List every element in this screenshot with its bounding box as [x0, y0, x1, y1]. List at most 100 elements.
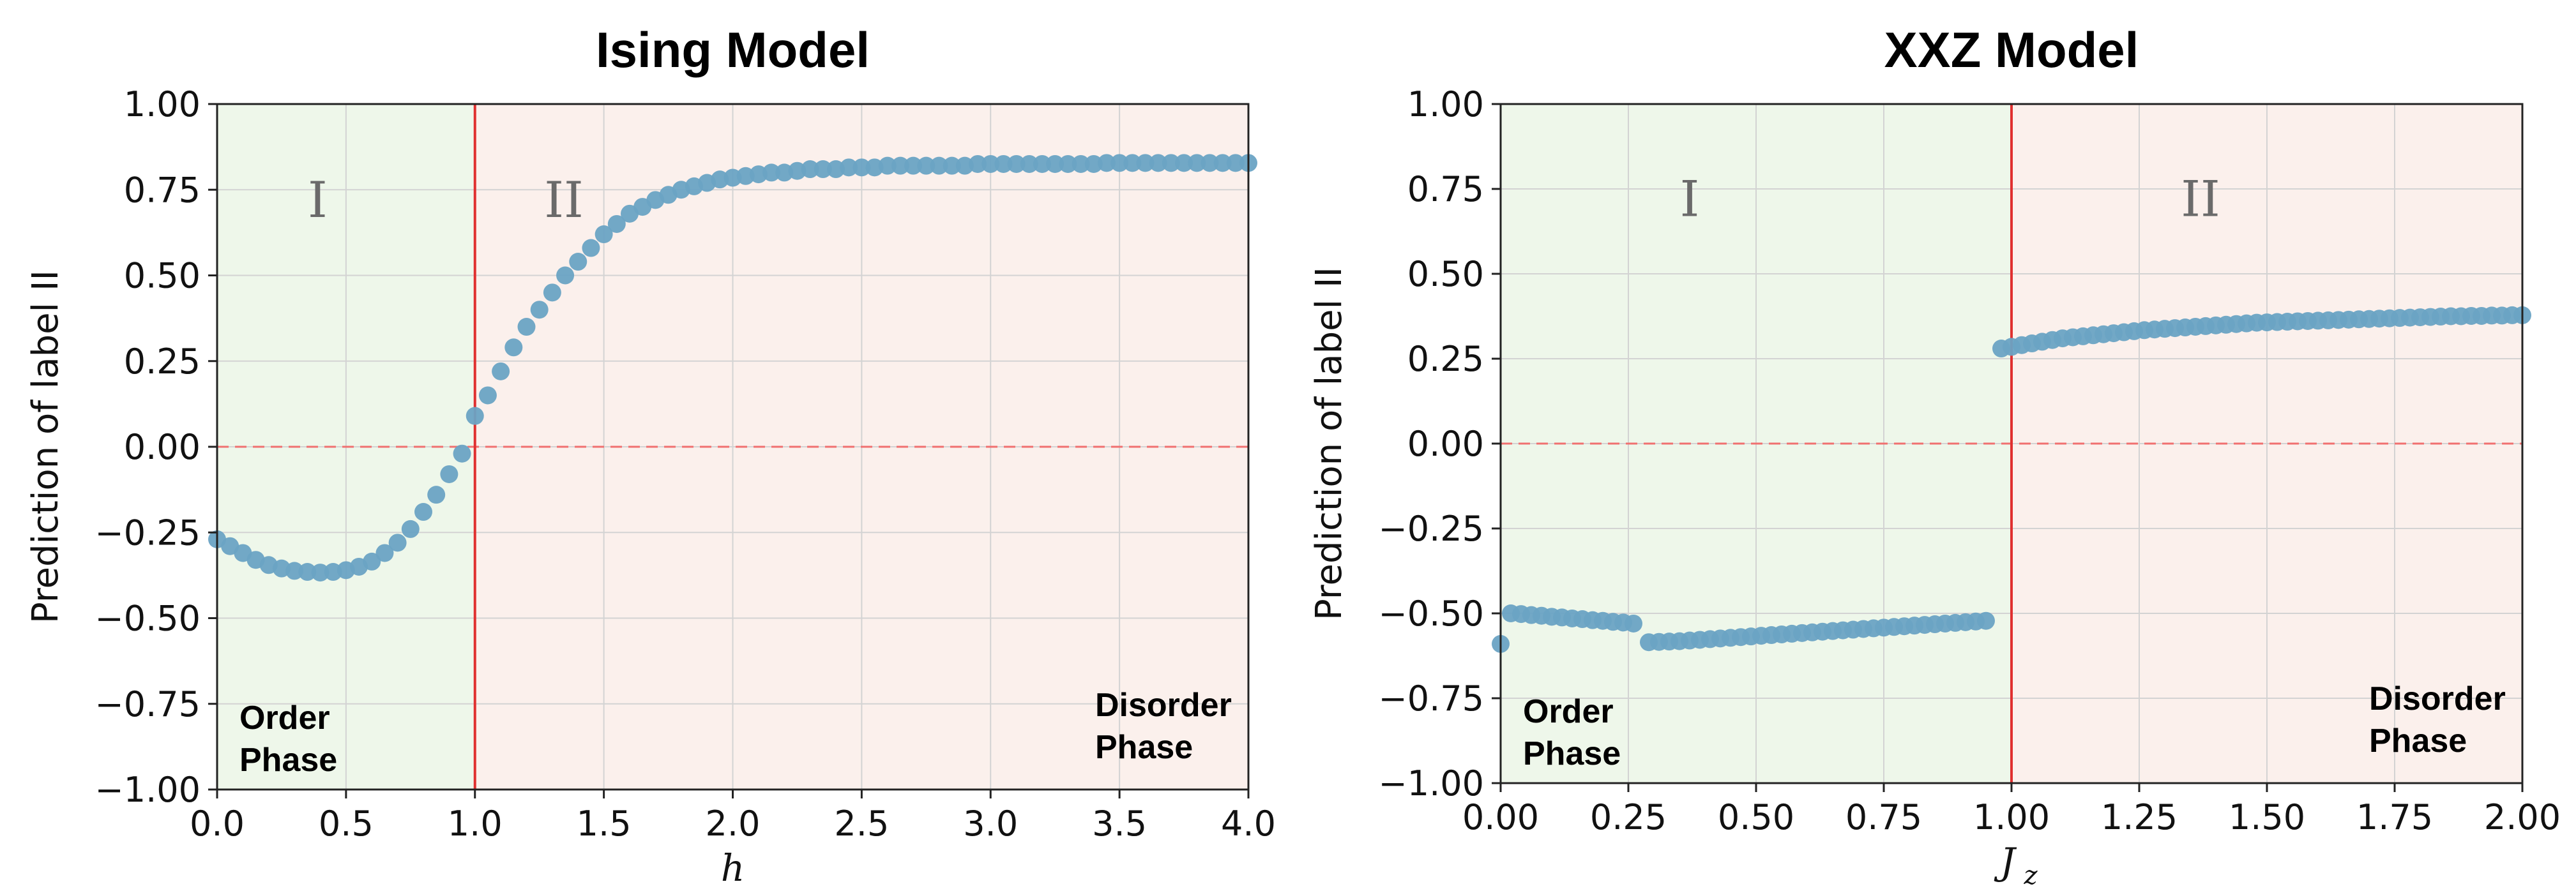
phase-label-line1: Order: [1523, 693, 1614, 730]
y-tick-label: −0.75: [95, 684, 201, 724]
x-tick-label: 0.25: [1590, 797, 1667, 837]
phase-label-line2: Phase: [1523, 735, 1621, 772]
data-point: [904, 156, 923, 175]
data-point: [1136, 154, 1155, 172]
y-axis-label: Prediction of label II: [1308, 267, 1350, 620]
ising-chart-panel: 0.0 0.5 1.0 1.5 2.0 2.5 3.0 3.5 4.0 −1.00 −0.75 −0.…: [25, 22, 1276, 890]
y-tick-label: 0.50: [1407, 254, 1484, 294]
data-point: [840, 158, 858, 177]
x-tick-label: 1.00: [1973, 797, 2050, 837]
data-point: [1149, 154, 1167, 172]
data-point: [466, 407, 484, 425]
y-tick-label: −0.25: [95, 513, 201, 553]
data-point: [1020, 154, 1038, 173]
data-point: [530, 301, 549, 319]
chart-title: XXZ Model: [1884, 22, 2139, 78]
data-point: [1097, 154, 1116, 172]
data-point: [401, 520, 420, 538]
data-series: [208, 154, 1257, 582]
data-point: [595, 225, 613, 244]
data-point: [1201, 154, 1219, 172]
data-point: [969, 154, 987, 173]
x-axis-label: h: [721, 846, 745, 890]
x-tick-label: 0.00: [1462, 797, 1539, 837]
data-point: [427, 486, 446, 504]
x-tick-label: 0.0: [190, 804, 245, 844]
y-tick-label: −1.00: [1379, 763, 1484, 804]
data-point: [762, 163, 781, 182]
data-point: [388, 534, 407, 552]
x-axis-label: J: [1994, 840, 2017, 883]
x-tick-label: 1.25: [2101, 797, 2178, 837]
xxz-chart-panel: 0.00 0.25 0.50 0.75 1.00 1.25 1.50 1.75 2.00 −1.0…: [1308, 22, 2561, 890]
data-point: [801, 160, 819, 179]
phase-label-line2: Phase: [2369, 723, 2467, 760]
data-point: [1072, 154, 1090, 173]
x-tick-label: 1.50: [2229, 797, 2305, 837]
data-point: [930, 156, 948, 175]
x-tick-label: 1.0: [448, 804, 503, 844]
data-point: [1226, 154, 1245, 172]
data-point: [556, 266, 575, 285]
data-point: [582, 239, 600, 257]
data-point: [440, 465, 458, 483]
y-tick-label: 0.25: [1407, 339, 1484, 379]
data-point: [543, 283, 561, 302]
data-point: [943, 156, 961, 175]
data-point: [1033, 154, 1051, 173]
x-tick-label: 2.0: [706, 804, 761, 844]
x-axis-label-subscript: z: [2023, 861, 2038, 890]
y-tick-label: 0.00: [124, 427, 201, 467]
y-tick-label: 1.00: [1407, 84, 1484, 124]
region-label-2: II: [544, 172, 584, 229]
data-point: [1110, 154, 1129, 172]
data-point: [1625, 614, 1642, 633]
data-point: [1007, 154, 1026, 173]
phase-label-line1: Disorder: [1095, 687, 1232, 724]
y-tick-label: 0.25: [124, 341, 201, 382]
x-tick-label: 3.0: [963, 804, 1018, 844]
phase-label-line1: Disorder: [2369, 680, 2506, 717]
x-tick-label: 3.5: [1092, 804, 1147, 844]
data-point: [569, 253, 587, 271]
data-point: [814, 160, 832, 179]
data-point: [478, 386, 497, 405]
data-point: [1084, 154, 1103, 173]
data-point: [363, 552, 381, 571]
data-point: [492, 362, 510, 380]
x-tick-label: 1.75: [2356, 797, 2433, 837]
y-tick-label: 0.00: [1407, 424, 1484, 464]
phase-label-line2: Phase: [1095, 729, 1193, 766]
data-point: [298, 563, 317, 581]
region-label-1: I: [1680, 171, 1700, 228]
y-tick-label: −0.50: [95, 599, 201, 639]
x-tick-label: 0.50: [1718, 797, 1794, 837]
data-point: [607, 214, 626, 233]
y-tick-label: 1.00: [124, 84, 201, 124]
data-point: [917, 156, 936, 175]
data-point: [285, 562, 304, 580]
data-point: [517, 318, 536, 336]
y-tick-label: −0.25: [1379, 509, 1484, 549]
data-point: [504, 338, 523, 357]
data-point: [852, 158, 871, 177]
data-point: [1046, 154, 1064, 173]
data-point: [1213, 154, 1232, 172]
data-point: [1175, 154, 1193, 172]
x-tick-label: 0.75: [1845, 797, 1922, 837]
region-label-2: II: [2181, 171, 2220, 228]
y-tick-label: −1.00: [95, 770, 201, 810]
x-tick-label: 0.5: [319, 804, 374, 844]
data-point: [1059, 154, 1077, 173]
y-tick-label: 0.75: [1407, 169, 1484, 209]
region-label-1: I: [308, 172, 328, 229]
data-point: [311, 564, 330, 582]
y-axis-label: Prediction of label II: [25, 270, 66, 624]
y-tick-label: −0.50: [1379, 594, 1484, 634]
data-point: [1977, 611, 1995, 630]
y-tick-label: 0.75: [124, 170, 201, 210]
x-tick-label: 2.00: [2484, 797, 2561, 837]
data-point: [1162, 154, 1180, 172]
phase-label-line1: Order: [239, 700, 330, 737]
